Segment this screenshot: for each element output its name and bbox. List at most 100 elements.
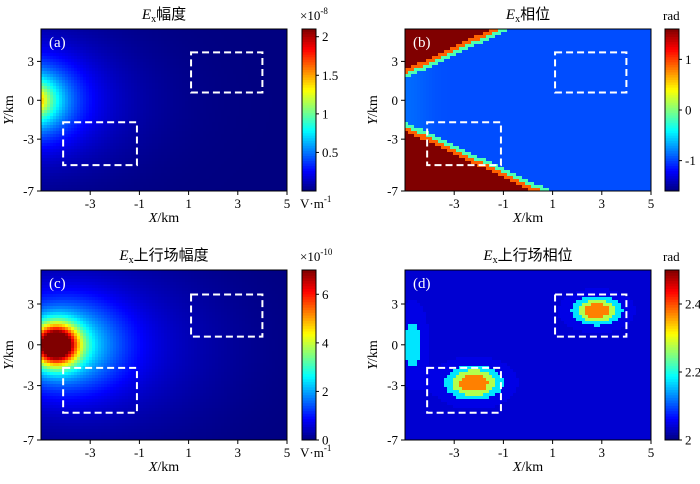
colorbar-swatch (302, 301, 316, 305)
colorbar-swatch (302, 416, 316, 420)
dashed-box-1 (190, 293, 264, 338)
dashed-box-2 (426, 366, 502, 414)
colorbar-swatch (302, 331, 316, 335)
colorbar-swatch (665, 117, 679, 121)
colorbar-swatch (665, 421, 679, 425)
x-tick-label: -1 (134, 445, 145, 460)
colorbar-swatch (302, 386, 316, 390)
colorbar-swatch (665, 92, 679, 96)
colorbar-swatch (302, 69, 316, 73)
y-axis-label: Y/km (366, 340, 381, 370)
colorbar-swatch (665, 115, 679, 118)
y-tick-label: 3 (392, 54, 399, 69)
x-axis-label: X/km (512, 211, 543, 226)
colorbar-swatch (302, 97, 316, 101)
colorbar-swatch (302, 285, 316, 289)
heatmap-cells (41, 270, 287, 440)
colorbar-swatch (302, 87, 316, 91)
colorbar-swatch (665, 178, 679, 182)
colorbar-swatch (302, 89, 316, 93)
colorbar-swatch (665, 49, 679, 53)
colorbar-swatch (302, 277, 316, 282)
colorbar-swatch (665, 413, 679, 417)
panel-b: (b) Ex相位 -3 -1 1 3 5 3 0 -3 -7 X/km Y/km 1 0 -1 rad (366, 6, 696, 226)
y-tick-label: -7 (387, 433, 398, 448)
colorbar-swatch (302, 79, 316, 83)
colorbar-swatch (302, 82, 316, 86)
colorbar-swatch (302, 122, 316, 126)
colorbar-swatch (302, 378, 316, 382)
colorbar-swatch (665, 142, 679, 146)
colorbar-swatch (302, 107, 316, 111)
colorbar-frame (301, 28, 317, 192)
colorbar-swatch (302, 394, 316, 398)
colorbar-swatch (665, 39, 679, 43)
colorbar-swatch (665, 397, 679, 401)
colorbar-swatch (665, 408, 679, 412)
colorbar-swatch (665, 357, 679, 361)
x-tick-label: -3 (85, 445, 96, 460)
colorbar-swatch (665, 277, 679, 282)
colorbar-swatch (665, 285, 679, 289)
colorbar-swatch (665, 168, 679, 172)
colorbar-swatch (665, 376, 679, 380)
colorbar-swatch (665, 331, 679, 335)
colorbar-swatch (302, 275, 316, 279)
colorbar-swatch (302, 370, 316, 374)
colorbar-swatch (302, 418, 316, 422)
colorbar-swatch (665, 89, 679, 93)
colorbar-swatch (665, 320, 679, 324)
panel-label: (c) (49, 276, 66, 292)
colorbar-tick-label: 6 (322, 287, 329, 302)
colorbar-swatch (665, 145, 679, 149)
colorbar-swatch (665, 293, 679, 297)
colorbar-swatch (302, 397, 316, 401)
colorbar-swatch (665, 272, 679, 276)
y-tick-label: 3 (392, 297, 399, 312)
x-tick-label: 5 (284, 445, 291, 460)
panel-label: (b) (413, 35, 431, 51)
dashed-box-1 (190, 51, 264, 94)
y-tick-label: 3 (28, 297, 35, 312)
colorbar-swatch (302, 99, 316, 103)
y-axis-label: Y/km (366, 95, 381, 125)
colorbar-swatch (665, 402, 679, 406)
colorbar-swatch (665, 373, 679, 377)
colorbar-swatch (665, 175, 679, 179)
colorbar-top-label: rad (663, 249, 680, 264)
y-tick-label: -7 (23, 184, 34, 199)
colorbar-swatch (665, 365, 679, 369)
colorbar-swatch (665, 79, 679, 83)
colorbar-swatch (302, 163, 316, 167)
colorbar-swatch (302, 304, 316, 308)
colorbar-swatch (665, 69, 679, 73)
colorbar-swatch (302, 389, 316, 393)
colorbar-swatch (302, 110, 316, 113)
colorbar-swatch (665, 394, 679, 398)
colorbar-swatch (302, 437, 316, 441)
colorbar-swatch (665, 347, 679, 351)
colorbar-swatch (302, 347, 316, 351)
colorbar-swatch (302, 408, 316, 412)
x-tick-label: 5 (648, 196, 655, 211)
dashed-box-2 (426, 121, 502, 167)
colorbar-swatch (665, 405, 679, 409)
colorbar-swatch (302, 160, 316, 164)
colorbar-swatch (302, 34, 316, 37)
colorbar-swatch (665, 74, 679, 78)
colorbar-swatch (665, 140, 679, 144)
colorbar-swatch (665, 82, 679, 86)
colorbar-unit-label: V·m-1 (300, 443, 331, 460)
colorbar-swatch (665, 41, 679, 45)
colorbar-swatch (302, 51, 316, 55)
colorbar-swatch (665, 432, 679, 436)
x-tick-label: 1 (549, 196, 556, 211)
colorbar-swatch (302, 291, 316, 295)
colorbar-swatch (665, 299, 679, 303)
colorbar-tick-label: 0.5 (322, 145, 338, 160)
colorbar-swatch (302, 270, 316, 274)
colorbar-swatch (665, 102, 679, 106)
colorbar-swatch (665, 341, 679, 345)
x-tick-label: 3 (235, 445, 242, 460)
panel-d: (d) Ex上行场相位 -3 -1 1 3 5 3 0 -3 -7 X/km Y/km 2.4 2.2 2 ra… (366, 247, 700, 475)
